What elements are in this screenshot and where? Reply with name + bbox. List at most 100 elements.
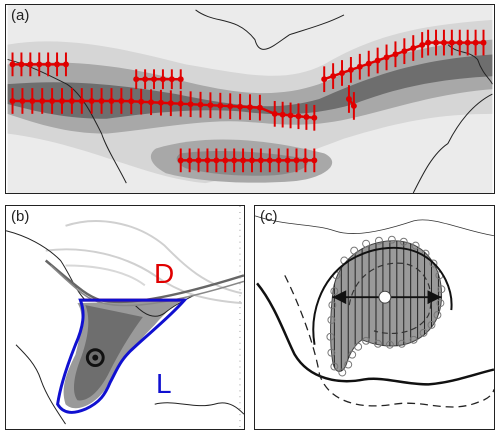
track-marker-dot — [448, 39, 455, 46]
track-marker-dot — [19, 98, 26, 104]
track-marker-dot — [311, 114, 318, 121]
track-marker-dot — [59, 98, 65, 104]
track-marker-dot — [142, 76, 149, 83]
track-marker-dot — [401, 48, 408, 55]
boundary-circle — [433, 311, 442, 319]
blue-outline — [56, 298, 188, 414]
track-marker-dot — [350, 102, 357, 109]
track-marker-dot — [177, 76, 184, 83]
track-marker-dot — [237, 103, 244, 110]
track-marker-dot — [374, 57, 381, 64]
contour-light-3 — [65, 264, 146, 287]
track-marker-dot — [195, 157, 202, 164]
band-lower-blob-dark — [176, 150, 308, 176]
track-marker-dot — [62, 61, 69, 68]
track-marker-dot — [207, 102, 214, 109]
track-marker-dot — [257, 157, 264, 164]
boundary-circle — [326, 332, 335, 341]
boundary-circle — [374, 339, 382, 348]
low-center-marker — [85, 348, 105, 368]
track-marker-dot — [287, 112, 294, 119]
trough-shading-dark — [73, 305, 143, 401]
dashed-outer-contour — [284, 275, 494, 408]
track-marker-dot — [284, 157, 291, 164]
boundary-circle — [338, 368, 347, 377]
track-marker-dot — [118, 98, 125, 104]
width-arrow-head-right — [427, 290, 442, 305]
boundary-circle — [397, 339, 406, 348]
track-marker-dot — [217, 102, 224, 109]
track-marker-dot — [295, 113, 302, 120]
track-marker-dot — [339, 70, 345, 76]
track-marker-dot — [347, 66, 354, 73]
track-marker-dot — [159, 76, 166, 83]
boundary-circle — [330, 362, 339, 371]
track-marker-dot — [128, 98, 135, 105]
track-marker-dot — [9, 98, 16, 104]
boundary-circle — [436, 299, 445, 308]
track-marker-dot — [472, 39, 479, 46]
track-marker-dot — [148, 99, 155, 106]
panel-a-map — [7, 5, 493, 193]
boundary-circle — [362, 336, 371, 345]
contour-light-2 — [45, 248, 243, 305]
track-marker-dot — [157, 99, 164, 106]
contour-light-1 — [65, 220, 243, 295]
track-marker-dot — [311, 157, 318, 164]
boundary-circle — [437, 285, 446, 294]
boundary-circle — [419, 328, 428, 337]
panel-c-label: (c) — [260, 208, 278, 225]
width-arrow-head-left — [332, 290, 347, 305]
panel-a-label: (a) — [11, 7, 30, 24]
solid-contour-loop — [312, 246, 453, 345]
track-marker-dot — [456, 39, 463, 46]
track-marker-dot — [302, 157, 309, 164]
boundary-circle — [429, 259, 438, 268]
track-marker-dot — [345, 96, 352, 102]
track-marker-dot — [177, 100, 184, 107]
boundary-circle — [399, 237, 408, 246]
track-marker-dot — [133, 76, 140, 83]
track-marker-dot — [187, 101, 194, 108]
track-marker-dot — [88, 98, 95, 104]
track-marker-dot — [68, 98, 75, 104]
track-marker-dot — [98, 98, 105, 104]
boundary-circle — [350, 246, 359, 255]
track-marker-dot — [433, 39, 439, 46]
coastline-scandinavia — [447, 44, 493, 85]
coastline-greenland — [195, 9, 345, 50]
track-marker-dot — [78, 98, 85, 104]
track-marker-dot — [425, 39, 432, 46]
track-marker-dot — [231, 157, 238, 164]
panel-a: (a) — [5, 4, 495, 194]
coastline-c — [255, 215, 494, 237]
high-label: D — [154, 258, 175, 289]
track-marker-dot — [330, 73, 337, 80]
boundary-circle — [327, 316, 336, 324]
track-marker-dot — [27, 61, 34, 68]
boundary-circle — [354, 342, 363, 351]
track-marker-dot — [410, 45, 417, 52]
track-marker-dot — [365, 60, 372, 67]
track-marker-dot — [49, 98, 56, 104]
boundary-circle — [387, 235, 396, 244]
boundary-circle — [327, 348, 336, 357]
jet-line-lower — [50, 264, 244, 307]
panel-c-map — [255, 206, 494, 429]
track-marker-dot — [39, 98, 46, 104]
track-marker-dot — [138, 98, 145, 105]
panel-c: (c) — [254, 205, 495, 430]
boundary-circle — [362, 239, 371, 248]
track-marker-dot — [480, 39, 487, 46]
boundary-circle — [328, 301, 337, 310]
track-marker-dot — [240, 157, 247, 164]
track-marker-dot — [45, 61, 52, 68]
track-marker-dot — [247, 104, 253, 111]
panel-b-map — [6, 206, 244, 429]
track-marker-dot — [440, 39, 447, 46]
track-marker-dot — [464, 39, 471, 46]
center-marker — [378, 290, 392, 304]
track-marker-dot — [383, 54, 390, 61]
coastline-b-4 — [154, 402, 244, 415]
track-marker-dot — [222, 157, 229, 164]
